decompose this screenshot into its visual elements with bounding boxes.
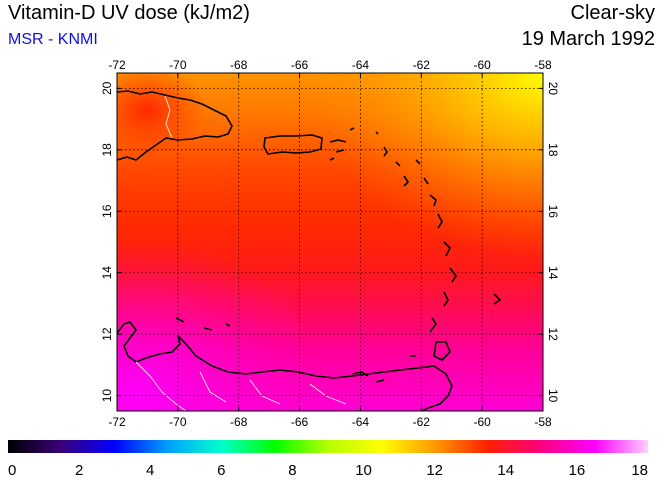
lat-label-right: 16	[546, 205, 560, 219]
colorbar-tick-label: 16	[569, 462, 586, 479]
margarita-coast	[351, 355, 416, 383]
lon-label-bottom: -72	[108, 415, 126, 429]
lat-label-right: 20	[546, 82, 560, 96]
puerto-rico-coast	[263, 134, 323, 155]
lon-label-top: -70	[169, 58, 187, 72]
axis-labels: -72 -72 -70 -70 -68 -68 -66 -66 -64 -64 -62 -62 -60 -…	[100, 58, 560, 429]
virgin-islands-coast	[329, 127, 355, 161]
map-frame	[116, 72, 544, 412]
uv-dose-field	[117, 73, 543, 411]
lon-label-top: -58	[534, 58, 552, 72]
lat-label-left: 16	[100, 204, 114, 218]
colorbar-tick-label: 10	[355, 462, 372, 479]
lon-label-bottom: -62	[413, 415, 431, 429]
abc-islands-coast	[175, 317, 231, 331]
colorbar-gradient	[8, 440, 648, 453]
colorbar: 0 2 4 6 8 10 12 14 16 18	[8, 440, 648, 479]
lon-label-bottom: -70	[169, 415, 187, 429]
lon-label-top: -66	[291, 58, 309, 72]
graticule	[117, 73, 543, 411]
lon-label-top: -62	[413, 58, 431, 72]
hispaniola-coast	[117, 90, 233, 161]
colorbar-tick-label: 14	[497, 462, 514, 479]
lon-label-bottom: -68	[230, 415, 248, 429]
colorbar-tick-label: 0	[8, 462, 16, 479]
lon-label-bottom: -64	[352, 415, 370, 429]
colorbar-tick-label: 18	[631, 462, 648, 479]
source-label: MSR - KNMI	[8, 31, 98, 48]
colorbar-tick-label: 2	[75, 462, 83, 479]
lesser-antilles-coast	[375, 131, 501, 333]
sky-condition: Clear-sky	[570, 2, 655, 24]
lat-label-left: 12	[100, 327, 114, 341]
coastlines	[117, 90, 501, 411]
lat-label-left: 20	[100, 81, 114, 95]
trinidad-coast	[433, 341, 451, 361]
lon-label-top: -68	[230, 58, 248, 72]
lat-label-right: 12	[546, 328, 560, 342]
lat-label-left: 18	[100, 143, 114, 157]
lon-label-top: -60	[473, 58, 491, 72]
map-title: Vitamin-D UV dose (kJ/m2)	[8, 2, 250, 24]
map-date: 19 March 1992	[521, 28, 655, 50]
lon-label-bottom: -60	[473, 415, 491, 429]
lat-label-left: 10	[100, 389, 114, 403]
lat-label-left: 14	[100, 266, 114, 280]
lat-label-right: 14	[546, 266, 560, 280]
colorbar-tick-label: 8	[288, 462, 296, 479]
lon-label-bottom: -66	[291, 415, 309, 429]
lon-label-top: -72	[108, 58, 126, 72]
colorbar-tick-label: 4	[146, 462, 154, 479]
lon-label-top: -64	[352, 58, 370, 72]
lon-label-bottom: -58	[534, 415, 552, 429]
south-america-coast	[117, 321, 453, 411]
lat-label-right: 18	[546, 143, 560, 157]
haiti-dr-border	[164, 95, 173, 139]
lat-label-right: 10	[546, 389, 560, 403]
colorbar-tick-label: 6	[217, 462, 225, 479]
venezuela-colombia-border	[135, 361, 187, 411]
colorbar-tick-label: 12	[426, 462, 443, 479]
